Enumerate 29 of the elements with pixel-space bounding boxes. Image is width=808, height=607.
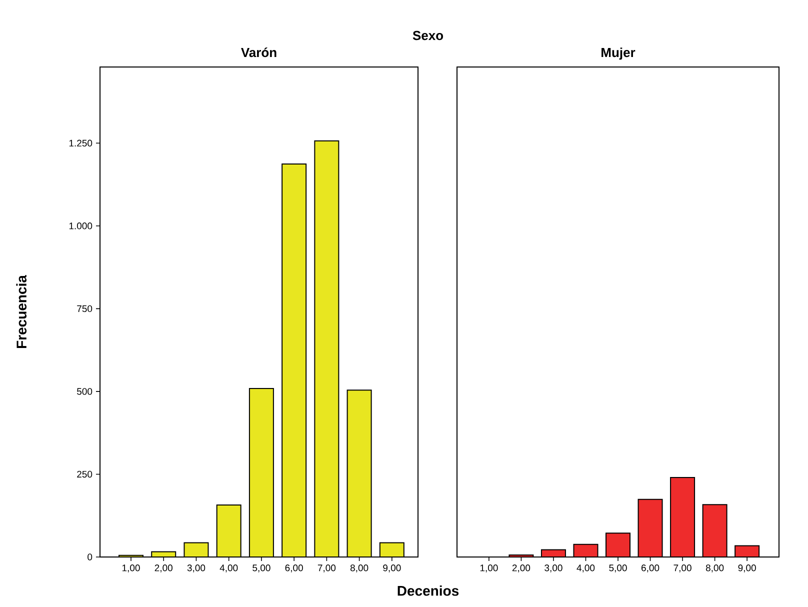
x-tick-label: 8,00 bbox=[350, 564, 368, 572]
y-tick-label: 1.000 bbox=[69, 222, 92, 230]
chart-title: Mujer bbox=[602, 48, 636, 60]
y-tick-label: 500 bbox=[77, 388, 92, 395]
x-tick-label: 7,00 bbox=[318, 564, 336, 572]
x-tick-label: 6,00 bbox=[642, 564, 660, 572]
y-axis-title: Frecuencia bbox=[16, 274, 27, 348]
x-tick-label: 4,00 bbox=[576, 564, 595, 572]
x-tick-label: 4,00 bbox=[220, 564, 238, 572]
x-tick-label: 1,00 bbox=[480, 564, 498, 572]
x-tick-label: 9,00 bbox=[738, 564, 756, 572]
text: Sexo bbox=[412, 30, 444, 40]
x-tick-label: 8,00 bbox=[706, 564, 724, 572]
y-tick-label: 250 bbox=[77, 470, 92, 478]
x-tick-label: 6,00 bbox=[285, 564, 303, 572]
x-tick-label: 3,00 bbox=[544, 564, 562, 572]
y-tick-label: 1.250 bbox=[69, 140, 92, 147]
x-tick-label: 3,00 bbox=[187, 564, 206, 572]
x-tick-label: 7,00 bbox=[674, 564, 692, 572]
x-tick-label: 2,00 bbox=[512, 564, 530, 572]
x-tick-label: 1,00 bbox=[122, 564, 140, 572]
x-tick-label: 9,00 bbox=[383, 564, 401, 572]
chart-title: Varón bbox=[241, 47, 276, 58]
y-tick-label: 750 bbox=[77, 305, 92, 312]
y-tick-label: 0 bbox=[88, 554, 92, 560]
x-tick-label: 5,00 bbox=[609, 564, 627, 572]
x-axis-title: Decenios bbox=[398, 586, 459, 596]
x-tick-label: 5,00 bbox=[252, 564, 270, 572]
x-tick-label: 2,00 bbox=[154, 564, 172, 572]
